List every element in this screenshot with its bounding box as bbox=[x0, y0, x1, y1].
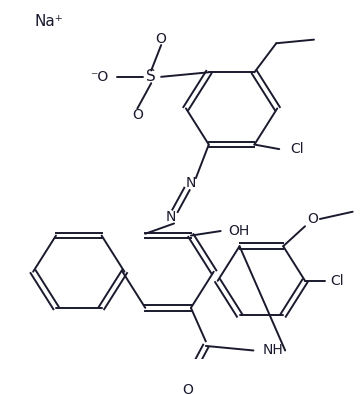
Text: OH: OH bbox=[228, 224, 249, 238]
Text: ⁻O: ⁻O bbox=[90, 70, 109, 84]
Text: O: O bbox=[183, 383, 193, 394]
Text: N: N bbox=[166, 210, 176, 224]
Text: O: O bbox=[156, 32, 167, 46]
Text: NH: NH bbox=[263, 344, 284, 357]
Text: Na⁺: Na⁺ bbox=[35, 14, 63, 29]
Text: O: O bbox=[307, 212, 318, 226]
Text: Cl: Cl bbox=[290, 142, 304, 156]
Text: S: S bbox=[147, 69, 156, 84]
Text: O: O bbox=[132, 108, 143, 122]
Text: N: N bbox=[186, 176, 196, 190]
Text: Cl: Cl bbox=[330, 274, 343, 288]
